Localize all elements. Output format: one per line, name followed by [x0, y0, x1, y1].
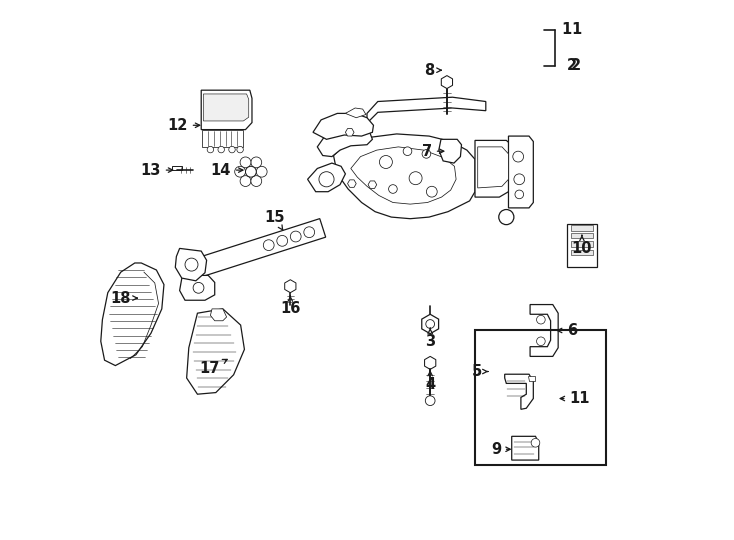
Circle shape: [515, 190, 523, 199]
Text: 9: 9: [491, 442, 510, 457]
Circle shape: [409, 172, 422, 185]
Polygon shape: [172, 166, 182, 170]
Circle shape: [379, 156, 393, 168]
Circle shape: [251, 176, 262, 186]
Circle shape: [319, 172, 334, 187]
Text: 5: 5: [472, 364, 487, 379]
Circle shape: [426, 186, 437, 197]
Polygon shape: [475, 140, 515, 197]
Circle shape: [207, 146, 214, 153]
Text: 13: 13: [140, 163, 172, 178]
Text: 16: 16: [280, 296, 300, 316]
Circle shape: [277, 235, 288, 246]
Polygon shape: [175, 248, 206, 281]
Circle shape: [514, 174, 525, 185]
Polygon shape: [185, 219, 326, 280]
Text: 1: 1: [571, 22, 581, 37]
Circle shape: [499, 210, 514, 225]
Text: 2: 2: [571, 58, 581, 73]
Polygon shape: [424, 356, 436, 369]
Polygon shape: [348, 180, 356, 187]
Text: 12: 12: [167, 118, 200, 133]
Text: 7: 7: [421, 144, 444, 159]
Polygon shape: [203, 130, 243, 147]
Polygon shape: [211, 309, 227, 321]
Circle shape: [537, 315, 545, 324]
Polygon shape: [186, 309, 244, 394]
Polygon shape: [313, 113, 374, 139]
Polygon shape: [422, 314, 439, 334]
Text: 18: 18: [110, 291, 137, 306]
Circle shape: [240, 176, 251, 186]
Circle shape: [229, 146, 235, 153]
Polygon shape: [571, 250, 593, 255]
Text: 8: 8: [424, 63, 441, 78]
Text: 3: 3: [425, 328, 435, 349]
Circle shape: [256, 166, 267, 177]
Circle shape: [422, 150, 431, 158]
Circle shape: [185, 258, 198, 271]
Circle shape: [251, 157, 262, 168]
Circle shape: [240, 157, 251, 168]
Text: 6: 6: [558, 323, 577, 338]
Text: 15: 15: [264, 210, 284, 230]
Polygon shape: [530, 305, 558, 356]
Text: 4: 4: [425, 371, 435, 392]
Circle shape: [513, 151, 523, 162]
Polygon shape: [203, 94, 249, 121]
Circle shape: [537, 337, 545, 346]
Polygon shape: [509, 136, 534, 208]
Polygon shape: [512, 436, 539, 460]
Text: 17: 17: [200, 360, 228, 376]
Polygon shape: [285, 280, 296, 293]
Polygon shape: [317, 129, 372, 157]
Text: 14: 14: [211, 163, 243, 178]
Polygon shape: [567, 224, 597, 267]
Bar: [475, 330, 606, 465]
Polygon shape: [478, 147, 509, 188]
Polygon shape: [101, 263, 164, 366]
Polygon shape: [571, 233, 593, 238]
Circle shape: [425, 396, 435, 406]
Circle shape: [531, 438, 539, 447]
Text: 10: 10: [572, 235, 592, 256]
Polygon shape: [439, 139, 462, 163]
Text: 2: 2: [567, 58, 577, 73]
Circle shape: [426, 320, 435, 328]
Circle shape: [193, 282, 204, 293]
Circle shape: [218, 146, 225, 153]
Polygon shape: [201, 90, 252, 130]
Circle shape: [403, 147, 412, 156]
Circle shape: [264, 240, 274, 251]
Polygon shape: [441, 76, 453, 89]
Circle shape: [245, 166, 256, 177]
Polygon shape: [346, 129, 354, 136]
Circle shape: [388, 185, 397, 193]
Text: 1: 1: [562, 22, 572, 37]
Circle shape: [235, 166, 245, 177]
Polygon shape: [368, 181, 377, 188]
Polygon shape: [346, 108, 366, 118]
Polygon shape: [333, 134, 475, 219]
Polygon shape: [180, 275, 215, 300]
Circle shape: [291, 231, 301, 242]
Polygon shape: [528, 376, 536, 381]
Polygon shape: [308, 163, 346, 192]
Circle shape: [304, 227, 315, 238]
Polygon shape: [571, 225, 593, 231]
Polygon shape: [367, 97, 486, 123]
Polygon shape: [571, 241, 593, 247]
Polygon shape: [505, 374, 534, 409]
Text: 11: 11: [560, 391, 590, 406]
Circle shape: [237, 146, 244, 153]
Polygon shape: [351, 147, 456, 204]
